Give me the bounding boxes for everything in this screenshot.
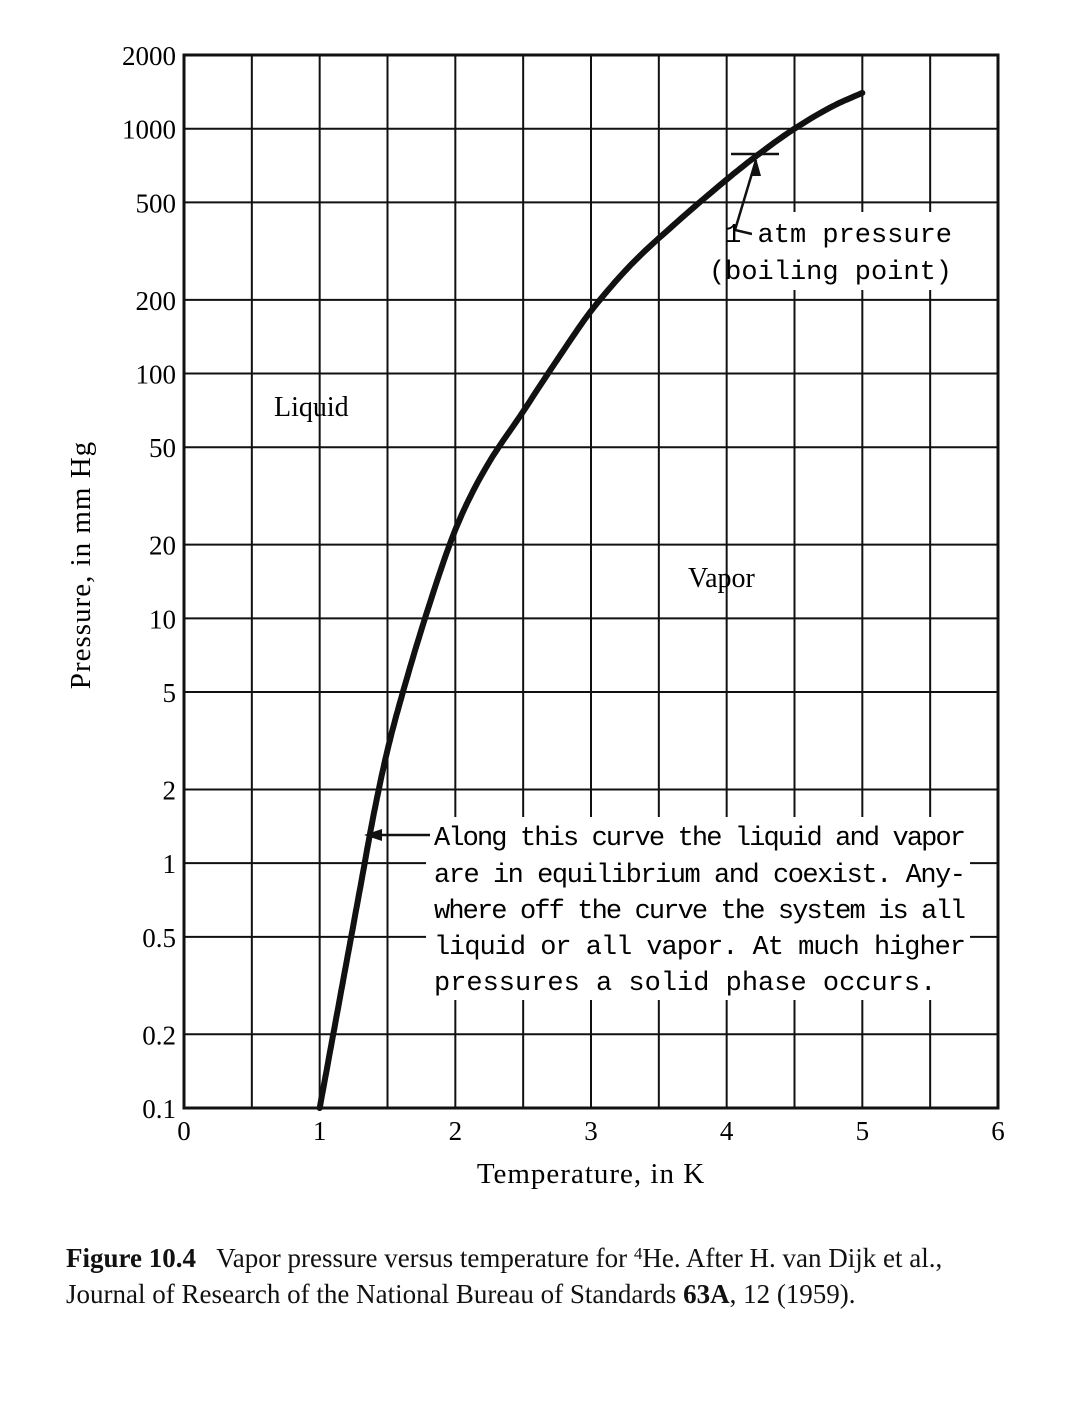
curve-note-line: pressures a solid phase occurs. xyxy=(434,969,936,999)
y-axis-label: Pressure, in mm Hg xyxy=(65,441,97,689)
curve-note-line: Along this curve the liquid and vapor xyxy=(434,824,966,854)
x-tick-label: 4 xyxy=(720,1116,734,1146)
y-tick-label: 2000 xyxy=(122,41,176,71)
y-tick-label: 500 xyxy=(136,188,177,218)
y-tick-label: 5 xyxy=(163,678,177,708)
x-tick-label: 1 xyxy=(313,1116,327,1146)
x-tick-label: 3 xyxy=(584,1116,598,1146)
caption-text: He. After H. van Dijk et al., Journal of… xyxy=(66,1243,943,1309)
x-tick-label: 6 xyxy=(991,1116,1005,1146)
region-label-liquid: Liquid xyxy=(274,392,349,423)
caption-text: Vapor pressure versus temperature for xyxy=(216,1243,634,1273)
caption-superscript: 4 xyxy=(633,1244,643,1263)
figure-caption: Figure 10.4 Vapor pressure versus temper… xyxy=(66,1240,1016,1312)
y-tick-label: 10 xyxy=(149,604,176,634)
curve-note-line: are in equilibrium and coexist. Any- xyxy=(434,861,966,891)
curve-note: Along this curve the liquid and vapor ar… xyxy=(434,824,966,999)
y-tick-label: 0.1 xyxy=(142,1094,176,1124)
vapor-pressure-curve xyxy=(316,89,866,1111)
caption-volume: 63A xyxy=(683,1279,730,1309)
boiling-point-arrowhead xyxy=(750,158,761,176)
x-tick-label: 2 xyxy=(449,1116,463,1146)
y-tick-label: 0.5 xyxy=(142,923,176,953)
y-tick-label: 100 xyxy=(136,360,177,390)
y-tick-label: 50 xyxy=(149,433,176,463)
caption-label: Figure 10.4 xyxy=(66,1243,196,1273)
x-tick-label: 5 xyxy=(856,1116,870,1146)
y-tick-label: 1 xyxy=(163,849,177,879)
boiling-label-bg xyxy=(752,212,962,290)
x-tick-label: 0 xyxy=(177,1116,191,1146)
y-tick-label: 200 xyxy=(136,286,177,316)
caption-text: , 12 (1959). xyxy=(729,1279,856,1309)
boiling-point-label-line2: (boiling point) xyxy=(709,258,952,288)
y-tick-labels: 0.1 0.2 0.5 1 2 5 10 20 50 100 200 500 1000 2000 xyxy=(122,41,176,1124)
region-label-vapor: Vapor xyxy=(688,563,756,594)
y-tick-label: 20 xyxy=(149,531,176,561)
curve-note-line: where off the curve the system is all xyxy=(434,897,966,927)
curve-note-line: liquid or all vapor. At much higher xyxy=(434,933,966,963)
y-tick-label: 2 xyxy=(163,775,177,805)
plot-frame xyxy=(182,53,1000,1110)
curve-note-bg xyxy=(426,817,970,1000)
x-axis-label: Temperature, in K xyxy=(477,1158,705,1190)
vapor-pressure-chart: 0.1 0.2 0.5 1 2 5 10 20 50 100 200 500 1000 2000 0 1 2 3… xyxy=(65,41,1005,1190)
boiling-point-leader xyxy=(733,159,758,236)
curve-note-arrowhead xyxy=(364,829,382,841)
y-tick-label: 1000 xyxy=(122,115,176,145)
y-tick-label: 0.2 xyxy=(142,1020,176,1050)
x-tick-labels: 0 1 2 3 4 5 6 xyxy=(177,1116,1005,1146)
boiling-point-label-line1: 1 atm pressure xyxy=(725,221,952,251)
